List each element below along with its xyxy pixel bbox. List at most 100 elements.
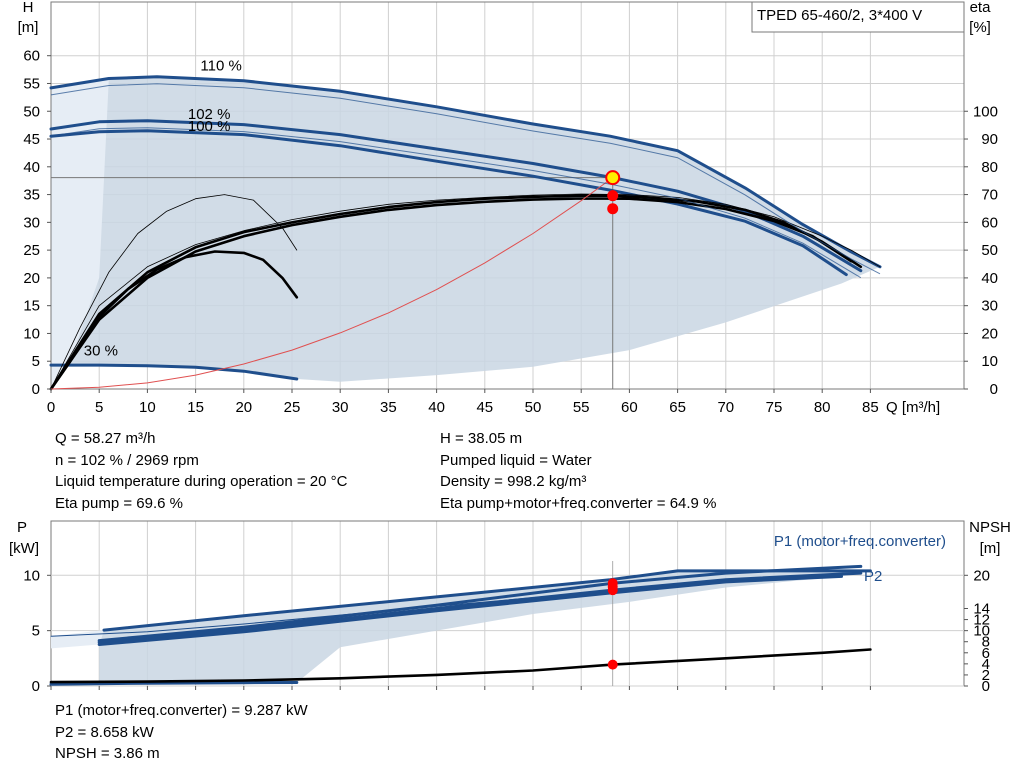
x-tick-label: 20: [235, 399, 252, 416]
top-series-7: [49, 250, 299, 391]
info-npsh: NPSH = 3.86 m: [55, 745, 160, 762]
x-tick-label: 5: [95, 399, 103, 416]
x-tick-label: 85: [862, 399, 879, 416]
top-left-tick-label: 0: [32, 381, 40, 398]
bottom-series-4: [97, 574, 843, 646]
x-tick-label: 0: [47, 399, 55, 416]
bottom-right-tick-label: 10: [973, 623, 990, 640]
top-series-2: [49, 129, 848, 277]
bottom-right-tick-label: 12: [973, 612, 990, 629]
info-head: H = 38.05 m: [440, 430, 523, 447]
x-tick-label: 80: [814, 399, 831, 416]
top-left-tick-label: 50: [23, 103, 40, 120]
bottom-series-2: [97, 564, 863, 643]
x-axis-label: Q [m³/h]: [886, 399, 940, 416]
top-right-tick-label: 90: [981, 131, 998, 148]
info-temperature: Liquid temperature during operation = 20…: [55, 473, 348, 490]
top-plot-border: [50, 1, 965, 390]
axis-title-eta-unit: [%]: [969, 19, 991, 36]
curve-label-100: 100 %: [188, 118, 231, 135]
bottom-left-tick-label: 0: [32, 678, 40, 695]
top-left-tick-label: 35: [23, 187, 40, 204]
npsh-duty-point: [607, 659, 618, 670]
top-left-tick-label: 30: [23, 214, 40, 231]
duty-info-left: Q = 58.27 m³/h n = 102 % / 2969 rpm Liqu…: [55, 428, 347, 514]
bottom-right-tick-label: 8: [982, 634, 990, 651]
top-head-companion-1: [50, 127, 862, 279]
bottom-envelope: [99, 570, 871, 684]
x-tick-label: 60: [621, 399, 638, 416]
duty-info-right: H = 38.05 m Pumped liquid = Water Densit…: [440, 428, 716, 514]
top-right-tick-label: 20: [981, 325, 998, 342]
top-right-tick-label: 60: [981, 214, 998, 231]
x-tick-label: 10: [139, 399, 156, 416]
bottom-series-5: [49, 681, 299, 686]
top-left-tick-label: 5: [32, 353, 40, 370]
x-tick-label: 40: [428, 399, 445, 416]
axis-title-h-unit: [m]: [18, 19, 39, 36]
top-right-tick-label: 100: [973, 103, 998, 120]
top-left-tick-label: 10: [23, 325, 40, 342]
envelope-left-wedge: [51, 78, 109, 390]
info-liquid: Pumped liquid = Water: [440, 451, 592, 469]
curve-label-110: 110 %: [200, 58, 241, 75]
info-p2: P2 = 8.658 kW: [55, 723, 154, 741]
x-tick-label: 50: [525, 399, 542, 416]
info-eta-total: Eta pump+motor+freq.converter = 64.9 %: [440, 494, 717, 512]
legend-p2: P2: [864, 568, 882, 585]
bottom-right-tick-label: 6: [982, 645, 990, 662]
bottom-series-6: [49, 648, 872, 684]
duty-eta-total-point: [607, 203, 619, 215]
legend-p1: P1 (motor+freq.converter): [774, 533, 946, 550]
x-tick-label: 25: [284, 399, 301, 416]
bottom-right-tick-label: 14: [973, 601, 990, 618]
x-tick-label: 35: [380, 399, 397, 416]
top-series-9: [50, 177, 614, 390]
operating-envelope: [51, 76, 881, 382]
x-tick-label: 75: [766, 399, 783, 416]
info-speed: n = 102 % / 2969 rpm: [55, 451, 199, 469]
top-head-companion-0: [50, 83, 881, 275]
curve-label-30: 30 %: [84, 343, 118, 360]
curve-label-102: 102 %: [188, 106, 231, 123]
bottom-duty-point-mid: [607, 581, 618, 592]
x-tick-label: 70: [717, 399, 734, 416]
x-tick-label: 30: [332, 399, 349, 416]
top-series-3: [49, 363, 299, 381]
x-tick-label: 45: [476, 399, 493, 416]
duty-point: [605, 170, 621, 186]
x-tick-label: 55: [573, 399, 590, 416]
bottom-left-tick-label: 5: [32, 623, 40, 640]
bottom-series-0: [102, 569, 872, 632]
top-right-tick-label: 0: [990, 381, 998, 398]
info-density: Density = 998.2 kg/m³: [440, 473, 587, 490]
top-series-5: [49, 194, 863, 391]
chart-title: TPED 65-460/2, 3*400 V: [757, 7, 922, 24]
duty-info-bottom: P1 (motor+freq.converter) = 9.287 kW P2 …: [55, 700, 308, 765]
top-left-tick-label: 20: [23, 270, 40, 287]
top-left-tick-label: 15: [23, 298, 40, 315]
top-left-tick-label: 55: [23, 75, 40, 92]
top-right-tick-label: 30: [981, 298, 998, 315]
top-right-tick-label: 50: [981, 242, 998, 259]
top-right-tick-label: 80: [981, 159, 998, 176]
x-tick-label: 15: [187, 399, 204, 416]
bottom-right-tick-label: 4: [982, 656, 990, 673]
axis-title-p-unit: [kW]: [9, 540, 39, 557]
x-tick-label: 65: [669, 399, 686, 416]
top-series-0: [49, 75, 882, 269]
bottom-right-tick-label: 20: [973, 567, 990, 584]
top-left-tick-label: 60: [23, 48, 40, 65]
axis-title-npsh: NPSH: [969, 519, 1011, 536]
bottom-right-tick-label: 2: [982, 667, 990, 684]
axis-title-npsh-unit: [m]: [980, 540, 1001, 557]
top-right-tick-label: 70: [981, 187, 998, 204]
bottom-right-tick-label: 0: [982, 678, 990, 695]
top-right-tick-label: 10: [981, 353, 998, 370]
bottom-envelope-wedge: [51, 630, 105, 649]
info-eta-pump: Eta pump = 69.6 %: [55, 494, 183, 512]
top-series-8: [50, 194, 298, 390]
axis-title-eta: eta: [970, 0, 992, 16]
top-left-tick-label: 45: [23, 131, 40, 148]
